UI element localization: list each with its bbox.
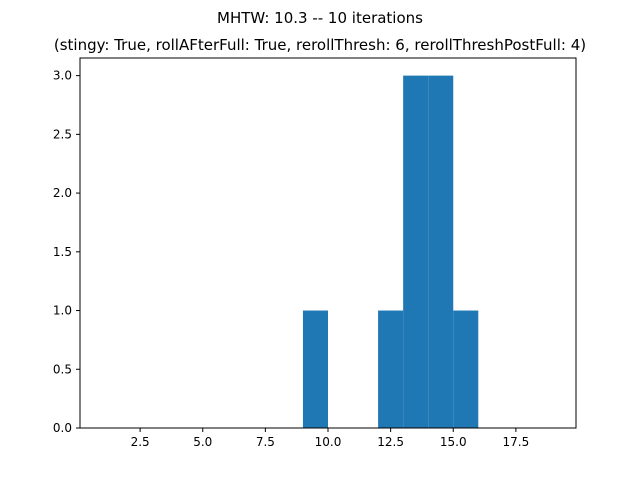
y-tick-label: 3.0 <box>53 69 72 83</box>
ticks-group: 2.5 5.0 7.5 10.0 12.5 15.0 17.5 0.0 0.5 1.0 1.5 2.0… <box>53 69 529 449</box>
plot-frame <box>79 57 577 429</box>
y-tick-label: 1.0 <box>53 304 72 318</box>
y-tick-label: 2.5 <box>53 127 72 141</box>
histogram-bar-1 <box>378 310 404 428</box>
x-tick-label: 12.5 <box>377 435 404 449</box>
y-tick-label: 1.5 <box>53 245 72 259</box>
x-tick-label: 17.5 <box>503 435 530 449</box>
histogram-bar-2 <box>403 75 429 428</box>
y-tick-label: 0.0 <box>53 421 72 435</box>
bars-group <box>302 75 479 428</box>
chart-subtitle: (stingy: True, rollAFterFull: True, rero… <box>54 36 586 54</box>
x-tick-label: 7.5 <box>256 435 275 449</box>
histogram-bar-0 <box>302 310 328 428</box>
x-tick-label: 10.0 <box>315 435 342 449</box>
x-tick-label: 2.5 <box>131 435 150 449</box>
y-tick-label: 0.5 <box>53 362 72 376</box>
x-tick-label: 15.0 <box>440 435 467 449</box>
histogram-bar-4 <box>453 310 479 428</box>
y-tick-label: 2.0 <box>53 186 72 200</box>
histogram-bar-3 <box>428 75 454 428</box>
x-tick-label: 5.0 <box>193 435 212 449</box>
chart-title: MHTW: 10.3 -- 10 iterations <box>217 9 423 27</box>
